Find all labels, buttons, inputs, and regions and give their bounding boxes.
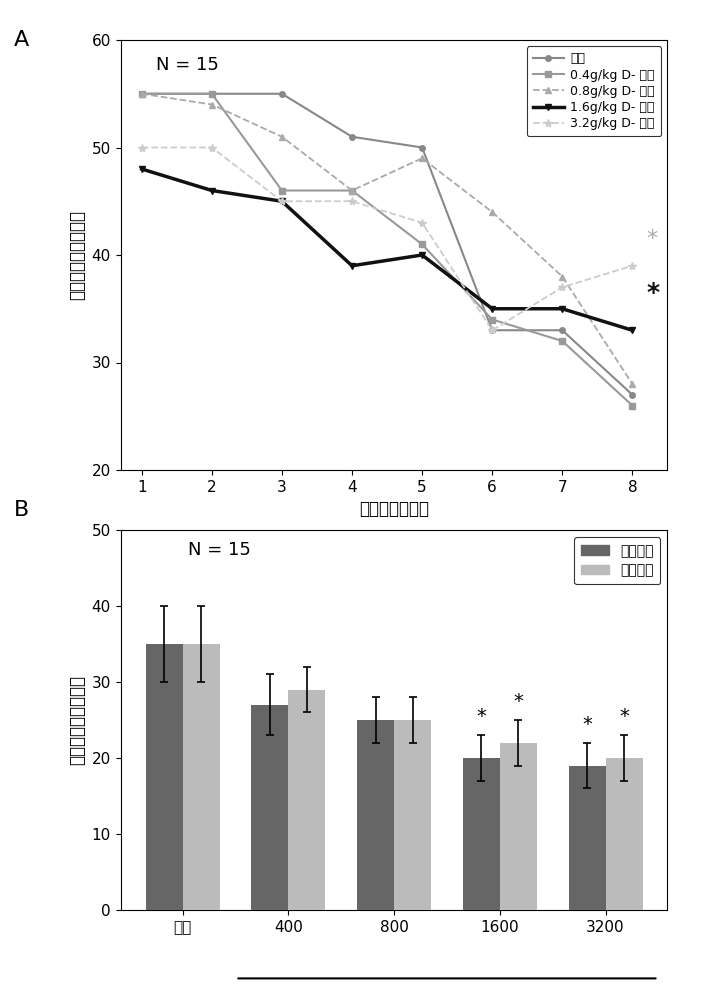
- Bar: [251, 705, 288, 910]
- 1.6g/kg D- 核糖: [417, 249, 426, 261]
- 1.6g/kg D- 核糖: [138, 163, 146, 175]
- Line: 1.6g/kg D- 核糖: 1.6g/kg D- 核糖: [138, 166, 636, 334]
- 0.8g/kg D- 核糖: [417, 152, 426, 164]
- 1.6g/kg D- 核糖: [207, 184, 216, 196]
- 1.6g/kg D- 核糖: [488, 303, 496, 315]
- Text: *: *: [646, 281, 660, 305]
- 3.2g/kg D- 核糖: [488, 324, 496, 336]
- Line: 3.2g/kg D- 核糖: 3.2g/kg D- 核糖: [138, 143, 637, 334]
- 1.6g/kg D- 核糖: [558, 303, 567, 315]
- 0.4g/kg D- 核糖: [278, 184, 286, 196]
- 0.4g/kg D- 核糖: [558, 335, 567, 347]
- 0.4g/kg D- 核糖: [207, 88, 216, 100]
- 0.4g/kg D- 核糖: [138, 88, 146, 100]
- 0.8g/kg D- 核糖: [138, 88, 146, 100]
- 对照: [207, 88, 216, 100]
- X-axis label: 训练时间（天）: 训练时间（天）: [359, 500, 429, 518]
- Line: 0.4g/kg D- 核糖: 0.4g/kg D- 核糖: [139, 91, 635, 408]
- 3.2g/kg D- 核糖: [348, 195, 356, 207]
- Line: 0.8g/kg D- 核糖: 0.8g/kg D- 核糖: [139, 91, 635, 387]
- Legend: 找寻时间, 找寻路程: 找寻时间, 找寻路程: [574, 537, 660, 584]
- 0.8g/kg D- 核糖: [207, 98, 216, 110]
- Bar: [182, 644, 219, 910]
- Bar: [569, 766, 606, 910]
- 1.6g/kg D- 核糖: [278, 195, 286, 207]
- 3.2g/kg D- 核糖: [628, 260, 637, 272]
- Line: 对照: 对照: [139, 91, 635, 398]
- Bar: [606, 758, 643, 910]
- Bar: [463, 758, 500, 910]
- Text: *: *: [513, 692, 523, 711]
- 0.4g/kg D- 核糖: [488, 314, 496, 326]
- Bar: [288, 690, 325, 910]
- Text: N = 15: N = 15: [155, 56, 219, 74]
- 对照: [488, 324, 496, 336]
- Text: A: A: [14, 30, 29, 50]
- 对照: [558, 324, 567, 336]
- Y-axis label: 逃避潜伏时间（秒）: 逃避潜伏时间（秒）: [68, 210, 86, 300]
- 对照: [278, 88, 286, 100]
- 3.2g/kg D- 核糖: [278, 195, 286, 207]
- 0.4g/kg D- 核糖: [628, 399, 637, 412]
- 对照: [348, 131, 356, 143]
- Y-axis label: 目标象限找寻百分比: 目标象限找寻百分比: [68, 675, 86, 765]
- 3.2g/kg D- 核糖: [417, 217, 426, 229]
- Text: *: *: [619, 707, 629, 726]
- 0.4g/kg D- 核糖: [417, 238, 426, 250]
- Text: *: *: [582, 715, 592, 734]
- 3.2g/kg D- 核糖: [138, 141, 146, 153]
- 3.2g/kg D- 核糖: [558, 281, 567, 293]
- 对照: [628, 389, 637, 401]
- Text: N = 15: N = 15: [188, 541, 251, 559]
- 0.8g/kg D- 核糖: [558, 270, 567, 282]
- 0.8g/kg D- 核糖: [348, 184, 356, 196]
- 1.6g/kg D- 核糖: [628, 324, 637, 336]
- Text: B: B: [14, 500, 29, 520]
- 0.8g/kg D- 核糖: [628, 378, 637, 390]
- Bar: [357, 720, 394, 910]
- 对照: [138, 88, 146, 100]
- 对照: [417, 141, 426, 153]
- 0.8g/kg D- 核糖: [278, 131, 286, 143]
- Bar: [146, 644, 182, 910]
- 0.8g/kg D- 核糖: [488, 206, 496, 218]
- Bar: [500, 743, 537, 910]
- 1.6g/kg D- 核糖: [348, 260, 356, 272]
- Text: *: *: [476, 707, 486, 726]
- Legend: 对照, 0.4g/kg D- 核糖, 0.8g/kg D- 核糖, 1.6g/kg D- 核糖, 3.2g/kg D- 核糖: 对照, 0.4g/kg D- 核糖, 0.8g/kg D- 核糖, 1.6g/k…: [527, 46, 661, 136]
- 3.2g/kg D- 核糖: [207, 141, 216, 153]
- Bar: [394, 720, 431, 910]
- Text: *: *: [646, 229, 657, 249]
- 0.4g/kg D- 核糖: [348, 184, 356, 196]
